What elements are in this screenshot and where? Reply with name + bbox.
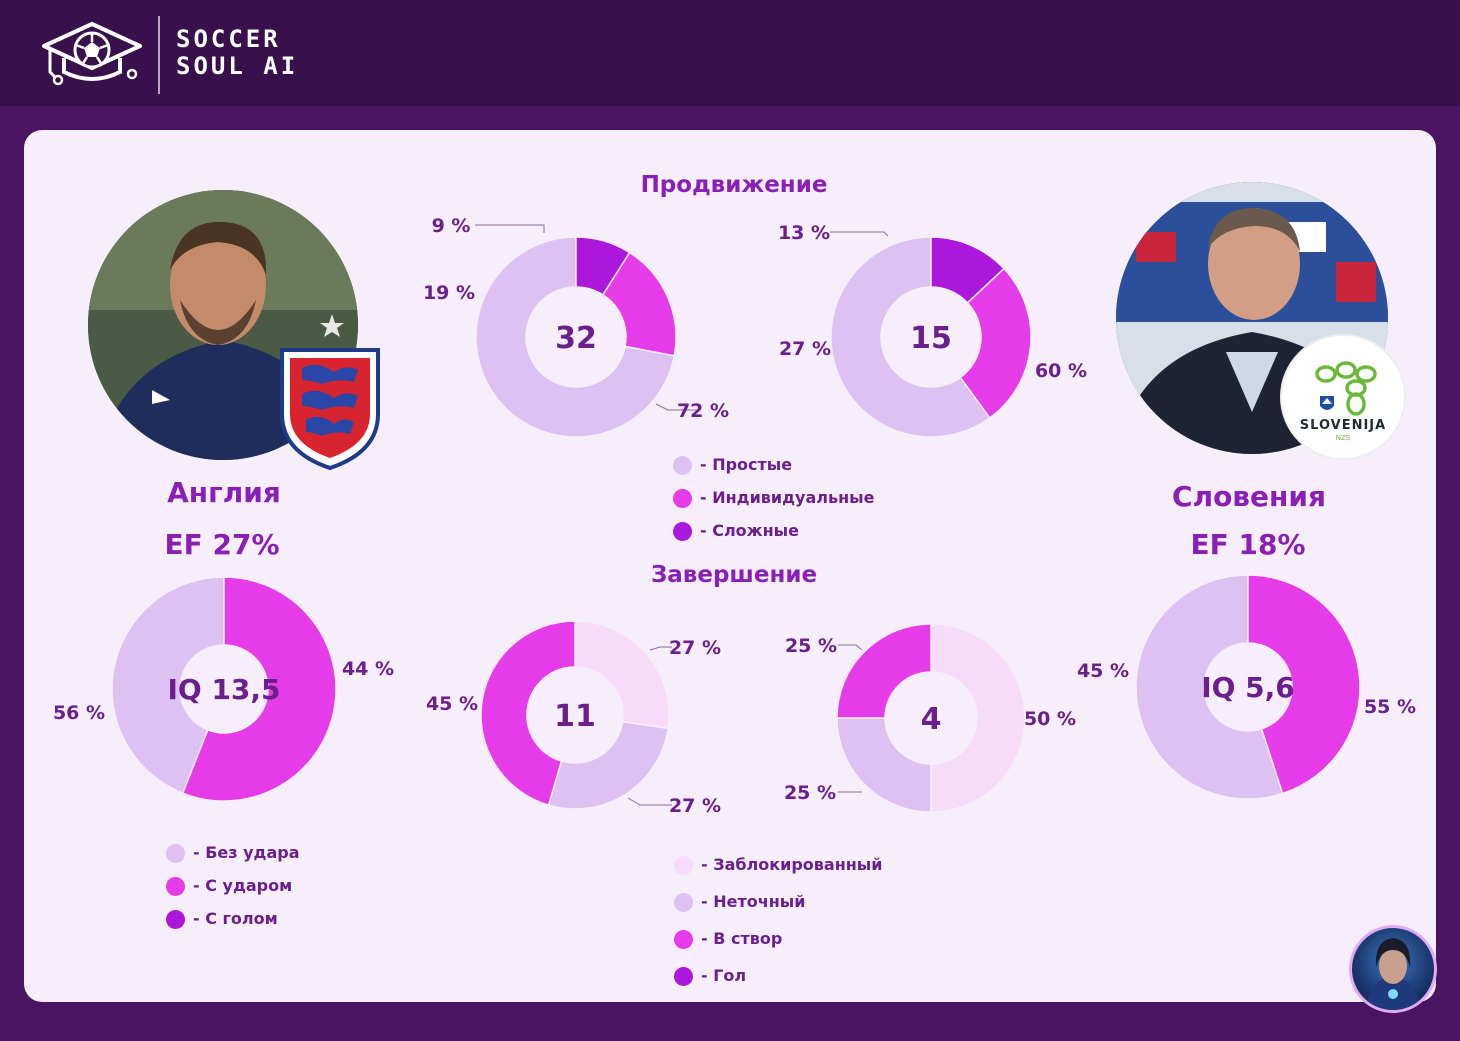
legend-swatch xyxy=(673,489,692,508)
brand-line-2: SOUL AI xyxy=(176,52,299,80)
team-name-left: Англия xyxy=(167,476,281,509)
slovenia-finishing-slice-1 xyxy=(930,623,1026,813)
england-progression-value-label-2: 19 % xyxy=(423,282,475,304)
slovenia-finishing-value-label-2: 25 % xyxy=(784,782,836,804)
top-bar: SOCCER SOUL AI xyxy=(0,0,1460,106)
england-finishing-leader-1 xyxy=(649,646,672,651)
section-title-progression: Продвижение xyxy=(640,172,828,198)
legend-swatch xyxy=(674,856,693,875)
england-progression-leader-3 xyxy=(475,224,545,233)
legend-swatch xyxy=(166,844,185,863)
ef-right: EF 18% xyxy=(1190,528,1306,561)
england-iq-slice-1 xyxy=(111,576,225,795)
ef-left: EF 27% xyxy=(164,528,280,561)
legend-swatch xyxy=(166,877,185,896)
slovenia-finishing-value-label-1: 50 % xyxy=(1024,708,1076,730)
england-progression-slice-1 xyxy=(475,236,676,438)
england-finishing-value-label-3: 45 % xyxy=(426,693,478,715)
section-title-finishing: Завершение xyxy=(650,562,818,588)
slovenia-progression-value-label-3: 13 % xyxy=(778,222,830,244)
slovenia-iq-donut: IQ 5,6 55 % 45 % xyxy=(1077,574,1416,800)
slovenia-progression-slice-3 xyxy=(930,236,1005,304)
england-crest-icon xyxy=(280,348,380,471)
slovenia-crest-subtext: NZS xyxy=(1335,434,1351,442)
legend-swatch xyxy=(674,967,693,986)
england-iq-center-label: IQ 13,5 xyxy=(167,673,280,706)
legend-label: - Индивидуальные xyxy=(700,488,875,507)
legend-swatch xyxy=(674,930,693,949)
england-iq-value-label-2: 56 % xyxy=(53,702,105,724)
ai-assistant-avatar[interactable] xyxy=(1349,925,1437,1013)
england-iq-slice-2 xyxy=(181,576,337,802)
legend-label: - С голом xyxy=(193,909,278,928)
slovenia-progression-value-label-2: 27 % xyxy=(779,338,831,360)
england-progression-value-label-3: 9 % xyxy=(432,215,471,237)
england-progression-donut: 32 72 % 19 % 9 % xyxy=(423,215,729,438)
legend-swatch xyxy=(166,910,185,929)
slovenia-crest-text: SLOVENIJA xyxy=(1299,418,1387,433)
slovenia-iq-slice-1 xyxy=(1135,574,1284,800)
england-iq-donut: IQ 13,5 44 % 56 % xyxy=(53,576,394,802)
legend-label: - Простые xyxy=(700,455,793,474)
slovenia-finishing-slice-3 xyxy=(836,623,932,719)
legend-label: - В створ xyxy=(701,929,783,948)
slovenia-finishing-donut: 4 50 % 25 % 25 % xyxy=(784,623,1076,813)
england-progression-slice-3 xyxy=(575,236,631,296)
legend-label: - Заблокированный xyxy=(701,855,883,874)
slovenia-iq-value-label-1: 55 % xyxy=(1364,696,1416,718)
slovenia-progression-donut: 15 60 % 27 % 13 % xyxy=(778,222,1087,438)
england-progression-center-label: 32 xyxy=(555,321,597,356)
team-name-right: Словения xyxy=(1172,480,1326,513)
england-progression-leader-1 xyxy=(655,403,700,411)
legend-label: - С ударом xyxy=(193,876,293,895)
england-finishing-value-label-1: 27 % xyxy=(669,637,721,659)
slovenia-progression-leader-3 xyxy=(830,231,889,237)
slovenia-iq-slice-2 xyxy=(1247,574,1361,795)
england-finishing-slice-2 xyxy=(547,720,669,810)
legend-swatch xyxy=(673,456,692,475)
slovenia-finishing-center-label: 4 xyxy=(921,702,942,737)
england-finishing-leader-2 xyxy=(627,797,672,806)
slovenia-iq-center-label: IQ 5,6 xyxy=(1201,671,1295,704)
brand-wordmark: SOCCER SOUL AI xyxy=(176,26,298,80)
slovenia-finishing-value-label-3: 25 % xyxy=(785,635,837,657)
legend-label: - Без удара xyxy=(193,843,300,862)
slovenia-progression-slice-1 xyxy=(830,236,991,438)
england-finishing-donut: 11 27 % 27 % 45 % xyxy=(426,620,721,817)
slovenia-progression-slice-2 xyxy=(959,267,1032,419)
legend-label: - Гол xyxy=(701,966,747,985)
england-iq-value-label-1: 44 % xyxy=(342,658,394,680)
slovenia-finishing-leader-3 xyxy=(838,644,863,651)
england-finishing-value-label-2: 27 % xyxy=(669,795,721,817)
england-finishing-slice-1 xyxy=(574,620,670,730)
slovenia-progression-value-label-1: 60 % xyxy=(1035,360,1087,382)
legend-label: - Неточный xyxy=(701,892,806,911)
england-finishing-center-label: 11 xyxy=(554,699,596,734)
legend-swatch xyxy=(674,893,693,912)
legend-swatch xyxy=(673,522,692,541)
slovenia-iq-value-label-2: 45 % xyxy=(1077,660,1129,682)
england-progression-value-label-1: 72 % xyxy=(677,400,729,422)
brand-line-1: SOCCER xyxy=(176,25,281,53)
slovenia-crest-icon: SLOVENIJA NZS xyxy=(1282,336,1404,458)
england-finishing-slice-3 xyxy=(480,620,576,807)
logo-divider xyxy=(158,16,160,94)
legend-label: - Сложные xyxy=(700,521,799,540)
soccer-ball-graduation-cap-icon xyxy=(42,22,142,86)
slovenia-progression-center-label: 15 xyxy=(910,321,952,356)
slovenia-finishing-slice-2 xyxy=(836,717,932,813)
